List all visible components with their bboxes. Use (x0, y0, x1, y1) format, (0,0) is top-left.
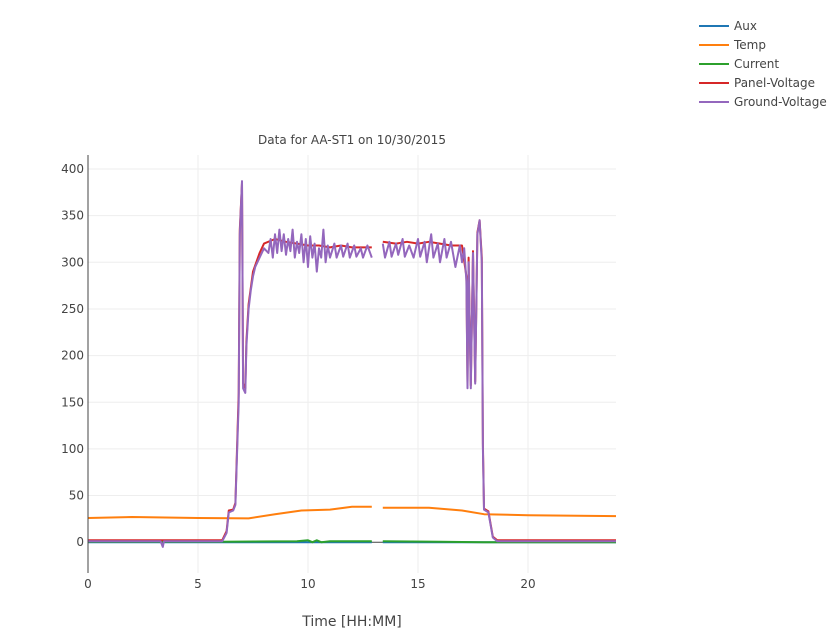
y-tick-label: 150 (61, 395, 84, 409)
x-tick-label: 15 (410, 577, 425, 591)
legend-label: Panel-Voltage (734, 76, 815, 90)
x-tick-label: 20 (520, 577, 535, 591)
legend-label: Aux (734, 19, 757, 33)
legend-label: Temp (733, 38, 766, 52)
legend-item-aux[interactable]: Aux (699, 19, 757, 33)
y-tick-label: 0 (76, 535, 84, 549)
y-tick-label: 50 (69, 489, 84, 503)
grid (88, 155, 616, 573)
y-tick-label: 400 (61, 162, 84, 176)
series-line-temp (87, 505, 617, 520)
series-lines (87, 180, 617, 548)
x-tick-label: 0 (84, 577, 92, 591)
series-line-panel-voltage (88, 182, 616, 542)
legend-label: Current (734, 57, 779, 71)
legend-item-temp[interactable]: Temp (699, 38, 766, 52)
series-line-ground-voltage (88, 180, 616, 548)
x-axis-label: Time [HH:MM] (301, 614, 402, 630)
legend-item-ground-voltage[interactable]: Ground-Voltage (699, 95, 827, 109)
y-tick-label: 350 (61, 209, 84, 223)
y-tick-label: 250 (61, 302, 84, 316)
x-tick-label: 10 (300, 577, 315, 591)
y-tick-label: 300 (61, 255, 84, 269)
legend-label: Ground-Voltage (734, 95, 827, 109)
legend-item-current[interactable]: Current (699, 57, 779, 71)
legend[interactable]: Aux Temp Current Panel-Voltage Ground-Voltag… (699, 19, 827, 109)
y-tick-label: 200 (61, 349, 84, 363)
chart-title: Data for AA-ST1 on 10/30/2015 (258, 133, 446, 147)
x-tick-label: 5 (194, 577, 202, 591)
y-tick-label: 100 (61, 442, 84, 456)
legend-item-panel-voltage[interactable]: Panel-Voltage (699, 76, 815, 90)
